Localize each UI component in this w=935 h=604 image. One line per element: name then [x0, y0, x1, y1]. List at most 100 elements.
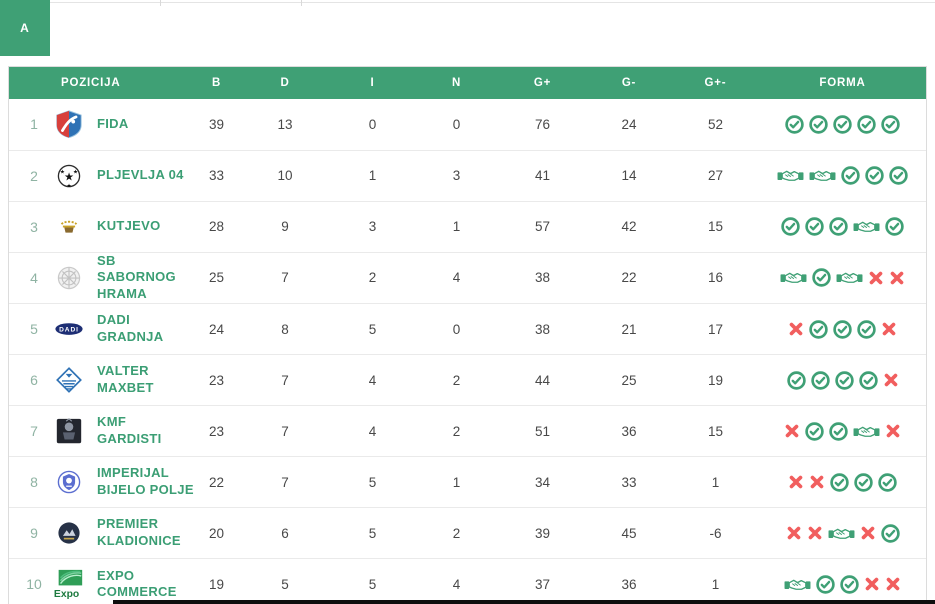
- stat-gminus: 24: [621, 116, 637, 132]
- form-icons: [759, 99, 926, 150]
- form-icons: [759, 304, 926, 354]
- stat-gdiff: 16: [707, 270, 724, 286]
- stat-gplus: 76: [534, 116, 551, 132]
- stat-gminus: 22: [621, 270, 637, 286]
- table-row[interactable]: 8 IMPERIJAL BIJELO POLJE 22 7 5 1 34 33 …: [9, 456, 926, 508]
- position-number: 9: [30, 525, 38, 542]
- team-name-link[interactable]: PLJEVLJA 04: [97, 167, 184, 183]
- position-number: 6: [30, 372, 38, 389]
- check-circle-icon: [805, 217, 824, 236]
- team-name-link[interactable]: IMPERIJAL BIJELO POLJE: [97, 465, 194, 498]
- stat-gplus: 57: [534, 219, 551, 234]
- team-name-link[interactable]: DADI GRADNJA: [97, 312, 164, 345]
- check-circle-icon: [781, 217, 800, 236]
- form-icons: [759, 559, 926, 604]
- stat-n: 2: [452, 372, 461, 388]
- handshake-icon: [828, 528, 854, 539]
- handshake-icon: [784, 579, 811, 590]
- stat-gminus: 25: [621, 372, 637, 388]
- handshake-icon: [777, 170, 804, 181]
- stat-b: 39: [208, 116, 225, 132]
- table-row[interactable]: 10 Expo EXPO COMMERCE 19 5 5 4 37 36 1: [9, 558, 926, 604]
- check-circle-icon: [865, 166, 884, 185]
- x-mark-icon: [789, 475, 803, 489]
- handshake-icon: [780, 272, 807, 284]
- form-icons: [759, 406, 926, 456]
- team-name-link[interactable]: SB SABORNOG HRAMA: [97, 252, 176, 302]
- check-circle-icon: [857, 319, 876, 339]
- svg-text:★: ★: [73, 168, 78, 175]
- stat-gminus: 42: [621, 219, 637, 234]
- stat-gminus: 33: [621, 474, 637, 490]
- x-mark-icon: [808, 526, 821, 540]
- table-row[interactable]: 7 KMF GARDISTI 23 7 4 2 51 36 15: [9, 405, 926, 457]
- stat-i: 5: [368, 525, 377, 541]
- check-circle-icon: [809, 115, 828, 134]
- stat-d: 5: [281, 576, 289, 592]
- team-logo-imperijal-bijelo-polje: [49, 467, 89, 497]
- stat-gdiff: 15: [707, 219, 724, 234]
- x-mark-icon: [865, 578, 879, 591]
- stat-d: 10: [277, 168, 293, 183]
- table-row[interactable]: 2 ★ ★ ★ ★ PLJEVLJA 04 33 10 1 3 41 14 27: [9, 150, 926, 201]
- stat-gplus: 39: [534, 525, 551, 541]
- handshake-icon: [853, 221, 880, 232]
- stat-n: 2: [452, 525, 461, 541]
- stat-gplus: 38: [534, 321, 551, 337]
- check-circle-icon: [809, 319, 828, 339]
- stat-d: 13: [277, 116, 293, 132]
- svg-text:★: ★: [66, 182, 71, 189]
- column-header-gminus: G-: [586, 67, 672, 99]
- stat-b: 28: [208, 219, 225, 234]
- position-number: 8: [30, 474, 38, 491]
- column-header-n: N: [414, 67, 499, 99]
- stat-b: 20: [208, 525, 225, 541]
- check-circle-icon: [829, 217, 848, 236]
- stat-b: 24: [208, 321, 225, 337]
- stat-i: 5: [368, 474, 377, 490]
- position-number: 5: [30, 321, 38, 338]
- stat-i: 4: [368, 372, 377, 388]
- stat-gminus: 45: [621, 525, 637, 541]
- column-header-d: D: [239, 67, 331, 99]
- check-circle-icon: [834, 370, 854, 390]
- column-header-pozicija: POZICIJA: [9, 67, 194, 99]
- team-logo-expo-commerce: Expo: [49, 568, 89, 600]
- stat-d: 7: [281, 423, 289, 439]
- table-row[interactable]: 4 SB SABORNOG HRAMA 25 7 2 4 38 22 16: [9, 252, 926, 304]
- check-circle-icon: [829, 421, 848, 441]
- svg-text:★: ★: [60, 168, 65, 175]
- team-logo-valter-maxbet: [49, 365, 89, 395]
- table-row[interactable]: 9 PREMIER KLADIONICE 20 6 5 2 39 45 -6: [9, 507, 926, 559]
- check-circle-icon: [858, 370, 878, 390]
- stat-i: 1: [368, 168, 377, 183]
- check-circle-icon: [786, 370, 806, 390]
- tab-separator: [301, 0, 302, 6]
- team-logo-kutjevo: [49, 212, 89, 242]
- stat-b: 23: [208, 423, 225, 439]
- x-mark-icon: [789, 322, 803, 336]
- team-name-link[interactable]: FIDA: [97, 115, 129, 131]
- check-circle-icon: [885, 217, 904, 236]
- table-row[interactable]: 1 FIDA 39 13 0 0 76 24 52: [9, 99, 926, 150]
- stat-b: 33: [208, 168, 225, 183]
- check-circle-icon: [833, 115, 852, 134]
- team-name-link[interactable]: KMF GARDISTI: [97, 414, 162, 447]
- table-row[interactable]: 3 KUTJEVO 28 9 3 1 57 42 15: [9, 201, 926, 252]
- team-name-link[interactable]: VALTER MAXBET: [97, 363, 154, 396]
- check-circle-icon: [857, 115, 876, 134]
- table-row[interactable]: 6 VALTER MAXBET 23 7 4 2 44 25 19: [9, 354, 926, 406]
- stat-i: 5: [368, 321, 377, 337]
- top-divider: [50, 2, 935, 3]
- form-icons: [759, 457, 926, 507]
- stat-n: 3: [452, 168, 461, 183]
- team-name-link[interactable]: EXPO COMMERCE: [97, 567, 177, 600]
- table-row[interactable]: 5 DADI DADI GRADNJA 24 8 5 0 38 21 17: [9, 303, 926, 355]
- stat-n: 1: [452, 474, 461, 490]
- tab-group-a[interactable]: A: [0, 0, 50, 56]
- stat-n: 1: [452, 219, 461, 234]
- team-name-link[interactable]: KUTJEVO: [97, 218, 161, 234]
- stat-d: 7: [281, 270, 289, 286]
- team-name-link[interactable]: PREMIER KLADIONICE: [97, 516, 181, 549]
- x-mark-icon: [787, 526, 800, 540]
